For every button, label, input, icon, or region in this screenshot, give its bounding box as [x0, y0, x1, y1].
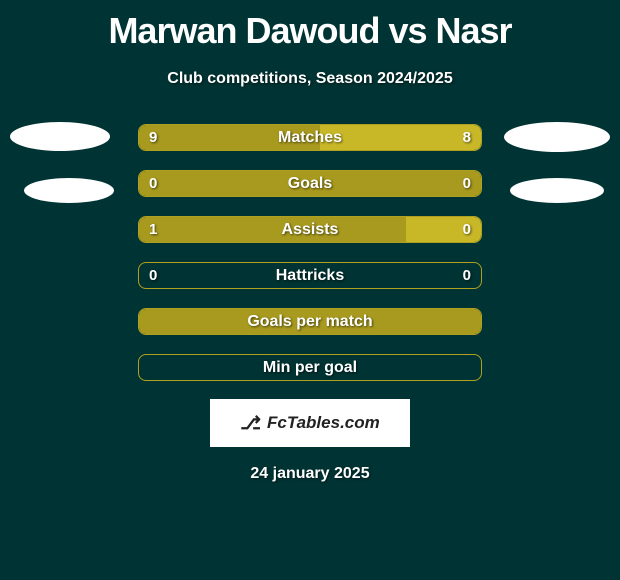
decorative-ellipse — [510, 178, 604, 203]
brand-text: FcTables.com — [267, 413, 380, 433]
decorative-ellipse — [24, 178, 114, 203]
stat-bar: 00Hattricks — [138, 262, 482, 289]
bar-label: Hattricks — [139, 263, 481, 288]
bar-label: Min per goal — [139, 355, 481, 380]
stat-bar: 00Goals — [138, 170, 482, 197]
brand-box: ⎇ FcTables.com — [210, 399, 410, 447]
subtitle: Club competitions, Season 2024/2025 — [0, 70, 620, 88]
bar-label: Goals — [139, 171, 481, 196]
decorative-ellipse — [504, 122, 610, 152]
bar-label: Goals per match — [139, 309, 481, 334]
date-line: 24 january 2025 — [0, 465, 620, 483]
bars-area: 98Matches 00Goals 10Assists 00Hattricks Goal… — [0, 124, 620, 381]
page-title: Marwan Dawoud vs Nasr — [0, 0, 620, 52]
bar-label: Matches — [139, 125, 481, 150]
stat-bar: Min per goal — [138, 354, 482, 381]
bar-label: Assists — [139, 217, 481, 242]
decorative-ellipse — [10, 122, 110, 151]
stat-bar: Goals per match — [138, 308, 482, 335]
stat-bar: 98Matches — [138, 124, 482, 151]
stat-bar: 10Assists — [138, 216, 482, 243]
brand-icon: ⎇ — [240, 413, 261, 434]
